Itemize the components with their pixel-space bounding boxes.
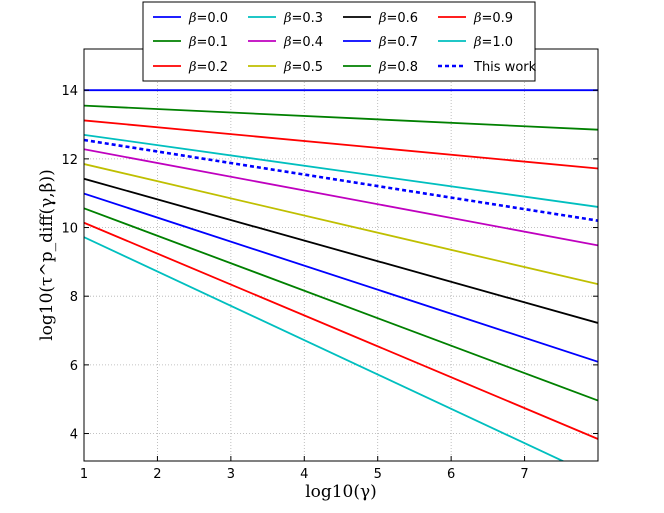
series-line — [84, 148, 598, 247]
legend-value: =0.6 — [387, 11, 419, 26]
legend-box — [142, 1, 536, 82]
series-line — [84, 207, 598, 402]
x-tick-label: 2 — [153, 467, 161, 482]
legend-value: =1.0 — [482, 35, 514, 50]
series-line — [84, 177, 598, 324]
legend-beta-symbol: β — [473, 35, 482, 50]
legend-beta-symbol: β — [283, 60, 292, 75]
series-line — [84, 236, 565, 461]
y-tick-label: 4 — [70, 428, 78, 443]
y-tick-label: 14 — [61, 84, 78, 99]
x-tick-label: 5 — [374, 467, 382, 482]
legend-label: β=0.4 — [283, 35, 323, 50]
legend-value: =0.8 — [387, 60, 419, 75]
legend-label: β=0.0 — [188, 11, 228, 26]
x-tick-label: 1 — [80, 467, 88, 482]
series-line — [84, 133, 598, 208]
x-tick-label: 7 — [520, 467, 528, 482]
legend-beta-symbol: β — [188, 60, 197, 75]
legend-label: β=0.6 — [378, 11, 418, 26]
legend-beta-symbol: β — [473, 11, 482, 26]
series-line — [84, 104, 598, 131]
legend-label: β=0.8 — [378, 60, 418, 75]
x-axis-label: log10(γ) — [305, 482, 377, 502]
legend-value: =0.9 — [482, 11, 514, 26]
legend-label: β=0.3 — [283, 11, 323, 26]
series-line — [84, 192, 598, 363]
y-axis-label: log10(τ^p_diff(γ,β)) — [37, 169, 57, 341]
legend-value: =0.2 — [197, 60, 229, 75]
y-tick-label: 8 — [70, 290, 78, 305]
legend-label: β=0.7 — [378, 35, 418, 50]
legend-beta-symbol: β — [188, 11, 197, 26]
x-tick-label: 6 — [447, 467, 455, 482]
legend-value: =0.4 — [292, 35, 324, 50]
legend-beta-symbol: β — [188, 35, 197, 50]
legend-value: =0.3 — [292, 11, 324, 26]
legend-label: β=0.1 — [188, 35, 228, 50]
legend-beta-symbol: β — [378, 60, 387, 75]
legend-label: β=0.5 — [283, 60, 323, 75]
legend-label: β=0.9 — [473, 11, 513, 26]
legend-label: β=1.0 — [473, 35, 513, 50]
legend: β=0.0β=0.1β=0.2β=0.3β=0.4β=0.5β=0.6β=0.7… — [142, 1, 537, 82]
series-line — [84, 163, 598, 286]
legend-beta-symbol: β — [283, 35, 292, 50]
legend-value: =0.1 — [197, 35, 229, 50]
legend-value: =0.5 — [292, 60, 324, 75]
legend-label: β=0.2 — [188, 60, 228, 75]
series-lines — [84, 89, 598, 461]
legend-beta-symbol: β — [283, 11, 292, 26]
y-tick-label: 12 — [61, 153, 78, 168]
y-tick-label: 6 — [70, 359, 78, 374]
series-line — [84, 138, 598, 222]
legend-value: This work — [473, 60, 537, 75]
x-tick-label: 3 — [227, 467, 235, 482]
legend-beta-symbol: β — [378, 11, 387, 26]
legend-label: This work — [473, 60, 537, 75]
series-line — [84, 221, 598, 440]
series-line — [84, 119, 598, 170]
legend-value: =0.0 — [197, 11, 229, 26]
legend-beta-symbol: β — [378, 35, 387, 50]
legend-value: =0.7 — [387, 35, 419, 50]
y-tick-label: 10 — [61, 222, 78, 237]
x-tick-label: 4 — [300, 467, 308, 482]
